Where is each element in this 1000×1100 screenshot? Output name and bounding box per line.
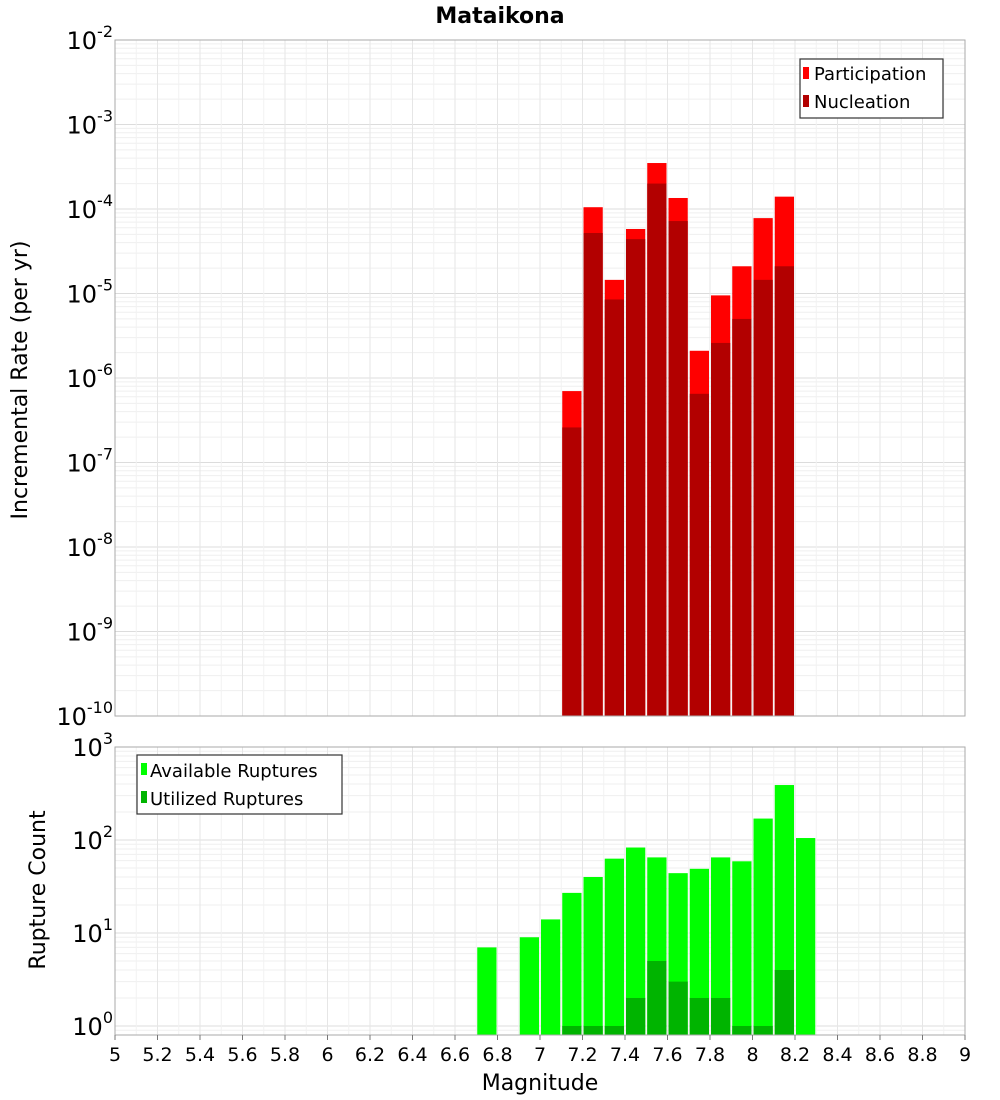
count-bar-available-ruptures [562,892,582,1035]
count-x-tick-label: 5.8 [270,1044,300,1066]
count-bar-available-ruptures [477,947,497,1035]
count-y-tick-label: 102 [72,822,113,855]
count-x-tick-label: 6.8 [482,1044,512,1066]
rate-frame [114,39,966,717]
rate-bar-nucleation [732,318,752,716]
rate-chart-panel: 10-2 10-3 10-4 10-5 10-6 10-7 10-8 10-9 10-10 [56,22,966,731]
rate-bar-nucleation [562,427,582,716]
rate-bar-nucleation [753,279,773,716]
rate-y-tick-label: 10-5 [67,276,114,309]
page-title: Mataikona [435,4,565,29]
legend-swatch-nucleation [803,95,809,107]
count-bar-utilized-ruptures [753,1025,773,1035]
count-bar-available-ruptures [604,858,624,1035]
legend-box [799,58,944,119]
count-x-tick-label: 7.4 [610,1044,640,1066]
count-bar-available-ruptures [796,838,816,1035]
count-bar-utilized-ruptures [689,997,709,1035]
rate-bar-nucleation [774,266,794,716]
legend-label-utilized: Utilized Ruptures [150,789,303,810]
count-bar-utilized-ruptures [711,997,731,1035]
legend-label-nucleation: Nucleation [814,92,910,113]
count-bar-utilized-ruptures [668,981,688,1035]
count-x-tick-label: 7.8 [695,1044,725,1066]
count-x-tick-label: 5 [109,1044,121,1066]
rate-bar-nucleation [668,221,688,716]
count-x-tick-label: 8.4 [822,1044,852,1066]
rate-bar-nucleation [626,239,646,717]
count-bar-available-ruptures [626,847,646,1035]
count-bar-available-ruptures [732,861,752,1035]
rate-y-tick-label: 10-3 [67,107,114,140]
count-x-tick-label: 8.6 [865,1044,895,1066]
count-y-tick-label: 101 [72,915,113,948]
count-x-tick-label: 5.2 [142,1044,172,1066]
count-x-tick-label: 6.6 [440,1044,470,1066]
count-x-tick-label: 7 [534,1044,546,1066]
count-bar-available-ruptures [711,857,731,1035]
y-axis-label-count: Rupture Count [26,810,51,970]
legend-swatch-utilized [141,791,147,803]
count-x-tick-label: 6.4 [397,1044,427,1066]
legend-label-available: Available Ruptures [150,761,318,782]
rate-y-tick-label: 10-4 [67,191,114,224]
count-bar-utilized-ruptures [583,1025,603,1035]
count-bar-utilized-ruptures [626,997,646,1035]
x-axis-label: Magnitude [482,1071,599,1096]
count-y-tick-label: 103 [72,729,113,762]
count-legend: Available Ruptures Utilized Ruptures [136,754,343,815]
rate-y-tick-label: 10-8 [67,529,114,562]
y-axis-label-rate: Incremental Rate (per yr) [8,241,33,520]
rate-bar-nucleation [689,393,709,716]
rate-bar-nucleation [711,342,731,716]
count-x-tick-label: 8 [746,1044,758,1066]
count-x-tick-label: 7.2 [567,1044,597,1066]
rate-y-tick-label: 10-2 [67,22,114,55]
count-x-tick-label: 6 [321,1044,333,1066]
rate-y-tick-label: 10-9 [67,614,114,647]
count-bar-available-ruptures [541,919,561,1035]
count-x-tick-label: 5.4 [185,1044,215,1066]
count-x-tick-label: 7.6 [652,1044,682,1066]
count-x-tick-label: 5.6 [227,1044,257,1066]
count-bar-utilized-ruptures [732,1025,752,1035]
rate-y-tick-label: 10-10 [56,698,113,731]
rate-y-tick-label: 10-6 [67,360,114,393]
count-bar-utilized-ruptures [604,1025,624,1035]
rate-bar-nucleation [604,299,624,716]
count-x-tick-label: 9 [959,1044,971,1066]
count-x-tick-label: 8.2 [780,1044,810,1066]
legend-swatch-available [141,763,147,775]
rate-legend: Participation Nucleation [799,58,944,119]
count-y-tick-label: 100 [72,1008,113,1041]
count-bar-utilized-ruptures [774,969,794,1035]
legend-swatch-participation [803,67,809,79]
rate-bar-nucleation [583,232,603,716]
count-bar-available-ruptures [583,877,603,1035]
count-bar-available-ruptures [689,868,709,1035]
rate-y-tick-label: 10-7 [67,445,114,478]
count-bar-utilized-ruptures [562,1025,582,1035]
count-x-tick-label: 8.8 [907,1044,937,1066]
legend-label-participation: Participation [814,64,926,85]
count-x-tick-label: 6.2 [355,1044,385,1066]
count-bar-utilized-ruptures [647,960,667,1035]
rate-bar-nucleation [647,183,667,716]
count-bar-available-ruptures [519,937,539,1035]
count-bar-available-ruptures [753,818,773,1035]
legend-box [136,754,343,815]
